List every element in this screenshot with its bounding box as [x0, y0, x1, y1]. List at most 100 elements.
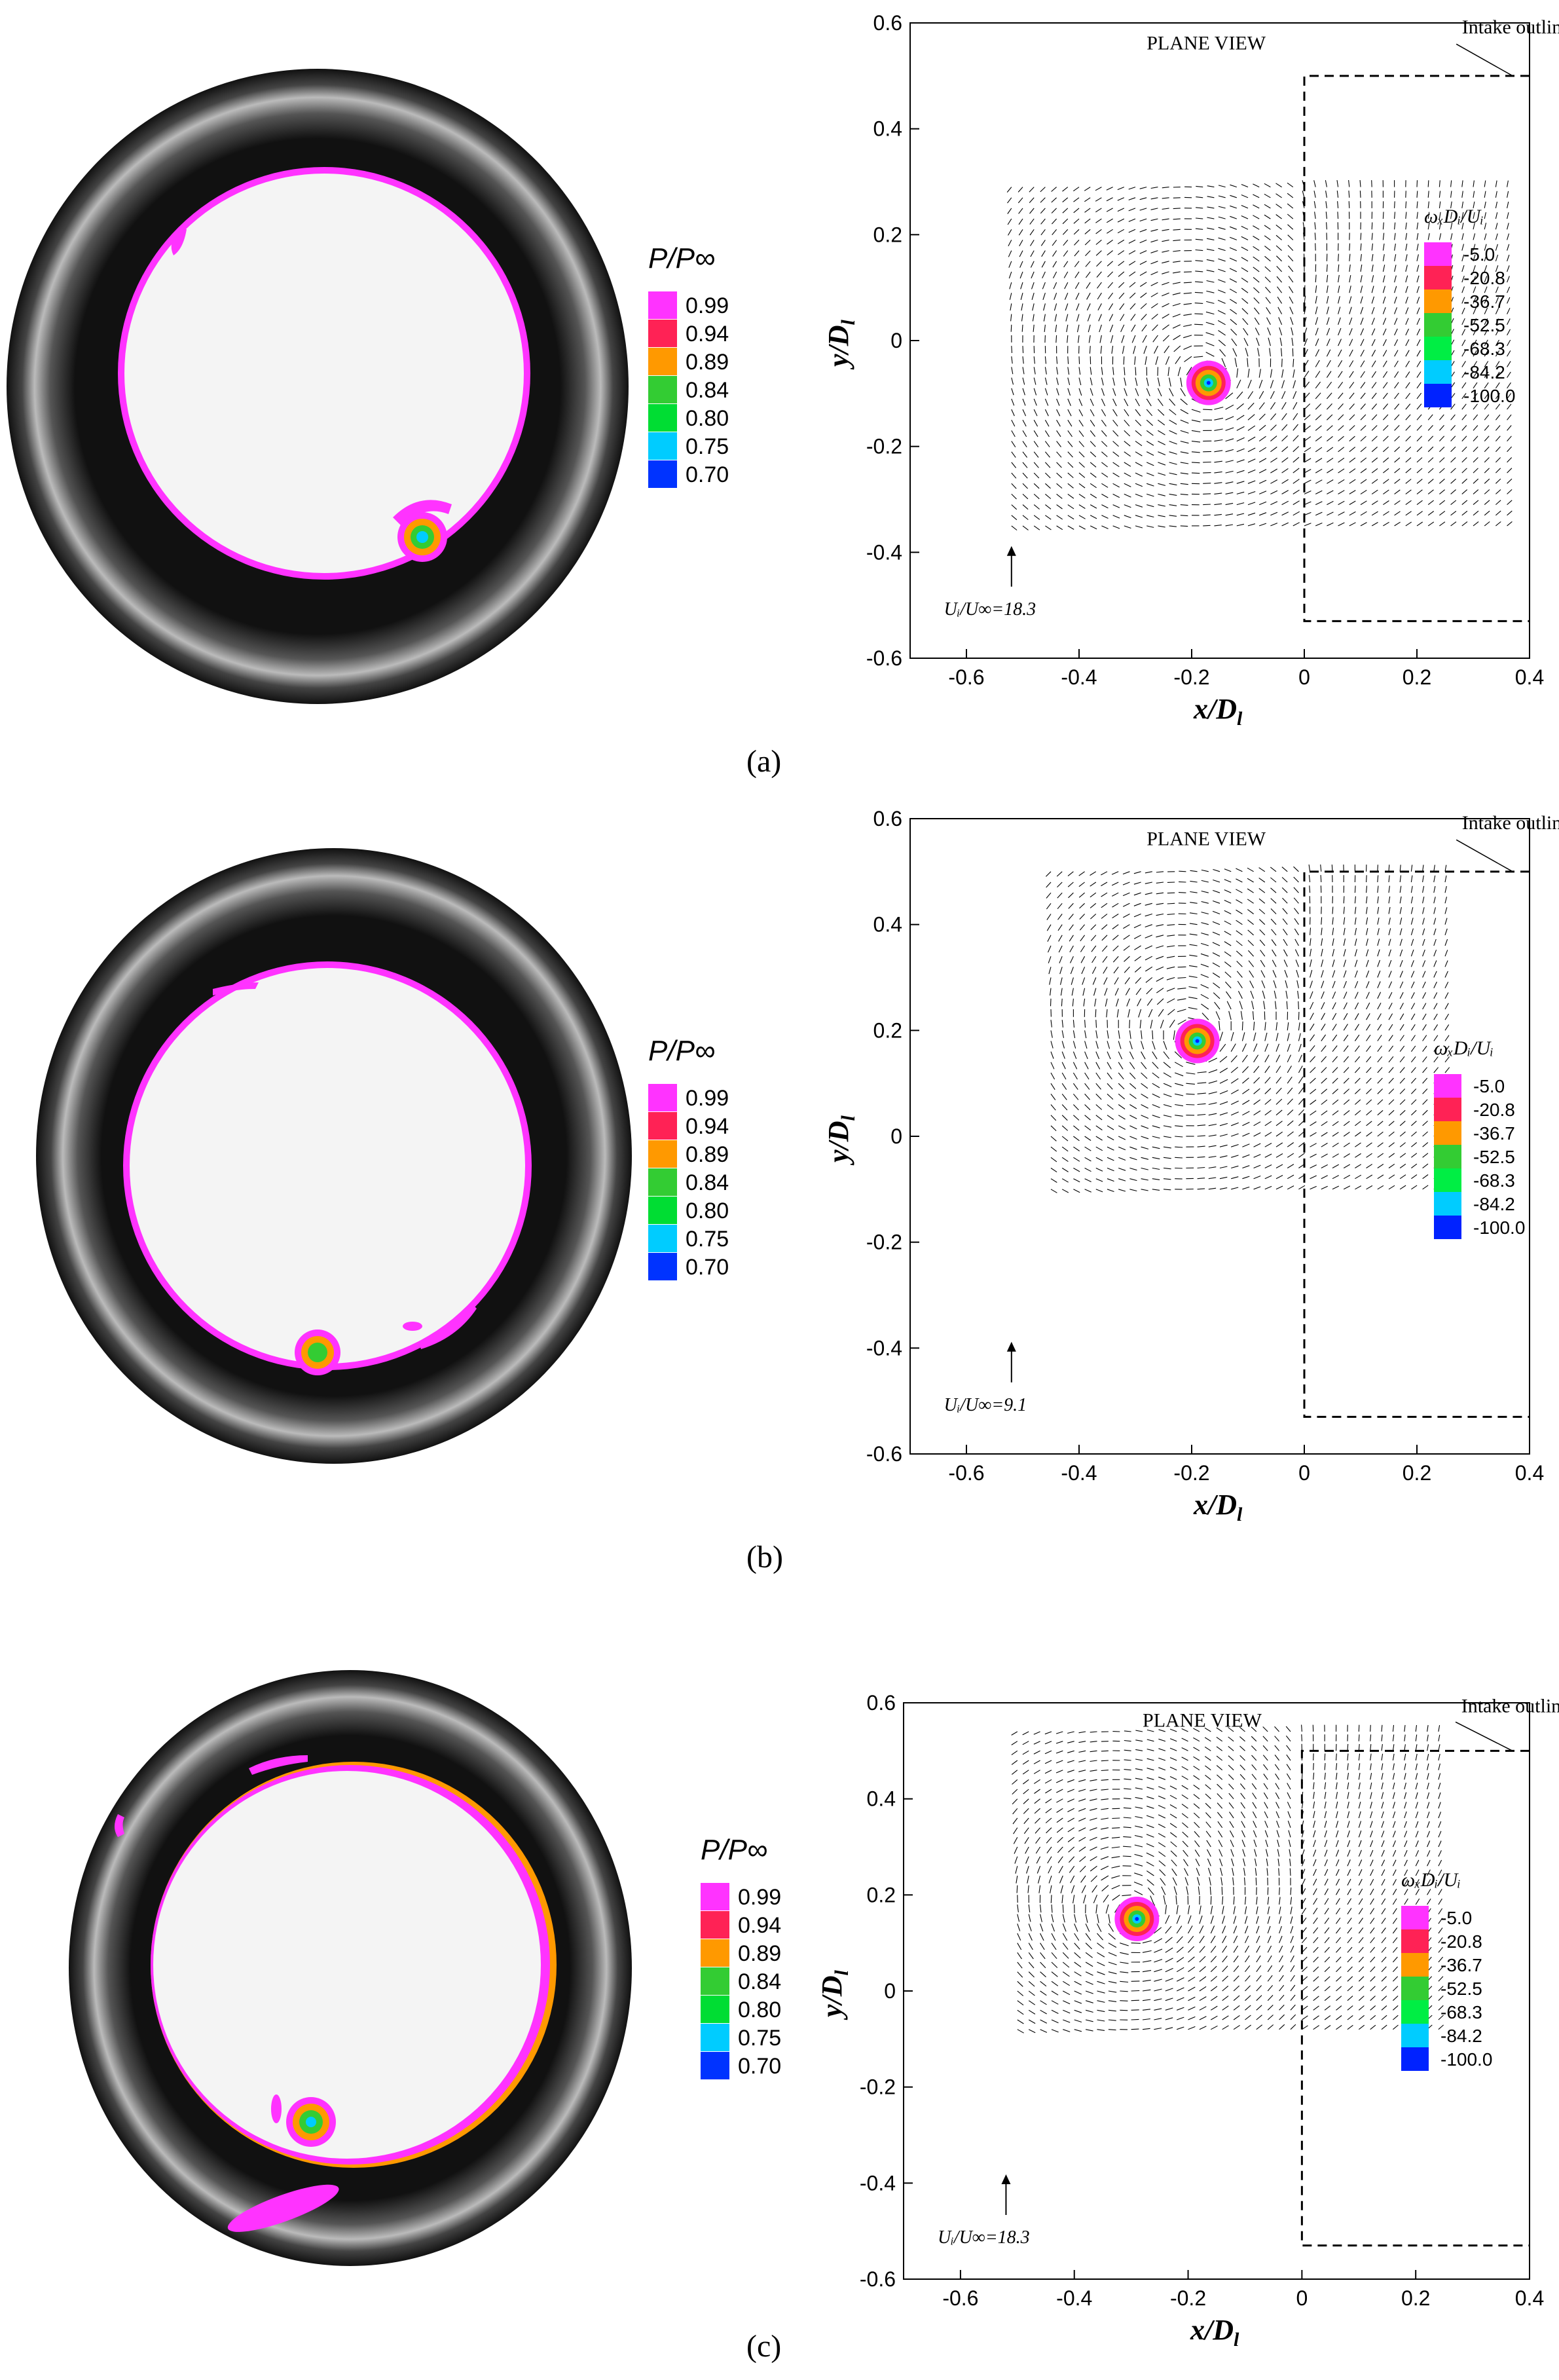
velocity-vector	[1360, 500, 1367, 506]
velocity-vector	[1324, 1821, 1327, 1828]
velocity-vector	[1298, 1109, 1304, 1116]
y-tick-label: -0.4	[860, 2171, 896, 2195]
velocity-vector	[1154, 2008, 1162, 2011]
velocity-vector	[1226, 991, 1232, 999]
velocity-vector	[1275, 234, 1282, 240]
velocity-vector	[1165, 1967, 1173, 1973]
velocity-vector	[1253, 1022, 1255, 1031]
velocity-vector	[1358, 1840, 1362, 1848]
velocity-vector	[1129, 271, 1136, 277]
velocity-vector	[1315, 381, 1321, 389]
velocity-vector	[1163, 1146, 1171, 1149]
velocity-vector	[1031, 293, 1035, 300]
velocity-vector	[1410, 1035, 1416, 1041]
legend-swatch	[648, 1140, 677, 1168]
velocity-vector	[1108, 1990, 1117, 1993]
velocity-vector	[1224, 981, 1232, 989]
velocity-vector	[1336, 1956, 1342, 1963]
velocity-vector	[1473, 244, 1476, 251]
velocity-vector	[1033, 1731, 1040, 1735]
velocity-vector	[1236, 868, 1243, 872]
legend-swatch	[648, 1168, 677, 1196]
velocity-vector	[1067, 871, 1074, 877]
velocity-vector	[1343, 938, 1346, 946]
velocity-vector	[1422, 1121, 1428, 1126]
velocity-vector	[1427, 436, 1434, 441]
velocity-vector	[1392, 1840, 1396, 1848]
velocity-vector	[1427, 468, 1434, 474]
vorticity-legend-swatch	[1434, 1074, 1461, 1098]
velocity-vector	[1108, 1952, 1117, 1957]
velocity-vector	[1242, 1186, 1250, 1190]
velocity-vector	[1173, 345, 1181, 352]
velocity-vector	[1388, 1185, 1395, 1190]
velocity-vector	[1224, 941, 1232, 946]
velocity-vector	[1411, 1121, 1417, 1126]
velocity-vector	[1253, 1066, 1260, 1073]
velocity-vector	[1078, 409, 1084, 417]
velocity-vector	[1231, 338, 1238, 346]
velocity-vector	[1146, 1729, 1154, 1732]
velocity-vector	[1253, 1186, 1261, 1190]
velocity-vector	[1184, 1868, 1188, 1876]
velocity-vector	[1210, 1925, 1215, 1934]
legend-title: P/P∞	[648, 1035, 716, 1067]
velocity-vector	[1433, 918, 1437, 925]
velocity-vector	[1343, 1024, 1348, 1031]
velocity-vector	[1064, 282, 1069, 289]
velocity-vector	[1135, 430, 1142, 436]
velocity-vector	[1097, 2029, 1105, 2031]
velocity-vector	[1014, 1856, 1018, 1864]
velocity-vector	[1062, 1924, 1067, 1932]
velocity-vector	[1315, 501, 1323, 506]
velocity-vector	[1009, 282, 1012, 289]
velocity-vector	[1124, 367, 1126, 375]
velocity-vector	[1135, 1777, 1143, 1780]
velocity-vector	[1335, 1772, 1338, 1780]
velocity-vector	[1188, 996, 1198, 999]
velocity-vector	[1247, 491, 1256, 494]
velocity-vector	[1371, 392, 1377, 400]
velocity-vector	[1360, 360, 1365, 367]
velocity-vector	[1061, 1178, 1069, 1183]
velocity-vector	[1078, 462, 1085, 468]
vorticity-legend-swatch	[1424, 242, 1452, 266]
velocity-vector	[1067, 462, 1074, 468]
velocity-vector	[1296, 970, 1299, 978]
velocity-vector	[1399, 1045, 1405, 1052]
velocity-vector	[1377, 959, 1381, 967]
velocity-vector	[1084, 187, 1091, 191]
velocity-vector	[1377, 1174, 1384, 1180]
velocity-vector	[1145, 966, 1153, 972]
velocity-vector	[1355, 1132, 1361, 1137]
velocity-vector	[1416, 446, 1423, 453]
velocity-vector	[1028, 2019, 1036, 2024]
velocity-vector	[1338, 436, 1344, 442]
velocity-vector	[1173, 208, 1181, 210]
velocity-vector	[1507, 318, 1511, 325]
intake-face	[124, 174, 524, 573]
velocity-vector	[1170, 1832, 1177, 1838]
velocity-vector	[1101, 388, 1105, 396]
velocity-vector	[1366, 1024, 1371, 1031]
velocity-vector	[1131, 1943, 1141, 1944]
velocity-vector	[1438, 1918, 1443, 1924]
velocity-vector	[1484, 307, 1488, 314]
intake-pressure-contour-a	[7, 69, 629, 704]
velocity-vector	[1112, 515, 1120, 519]
velocity-vector	[1461, 201, 1464, 208]
velocity-vector	[1253, 1164, 1261, 1169]
velocity-vector	[1360, 264, 1363, 272]
velocity-vector	[1381, 1898, 1386, 1905]
velocity-vector	[1343, 959, 1346, 967]
velocity-vector	[1194, 1840, 1200, 1848]
velocity-vector	[1416, 254, 1419, 261]
velocity-vector	[1394, 403, 1400, 410]
velocity-vector	[1245, 2005, 1251, 2011]
velocity-vector	[1332, 1164, 1339, 1168]
velocity-vector	[1063, 2000, 1071, 2005]
velocity-vector	[1163, 1136, 1171, 1138]
velocity-vector	[1107, 1125, 1114, 1130]
x-tick-label: 0	[1298, 665, 1310, 689]
intake-outline-leader	[1456, 839, 1513, 872]
